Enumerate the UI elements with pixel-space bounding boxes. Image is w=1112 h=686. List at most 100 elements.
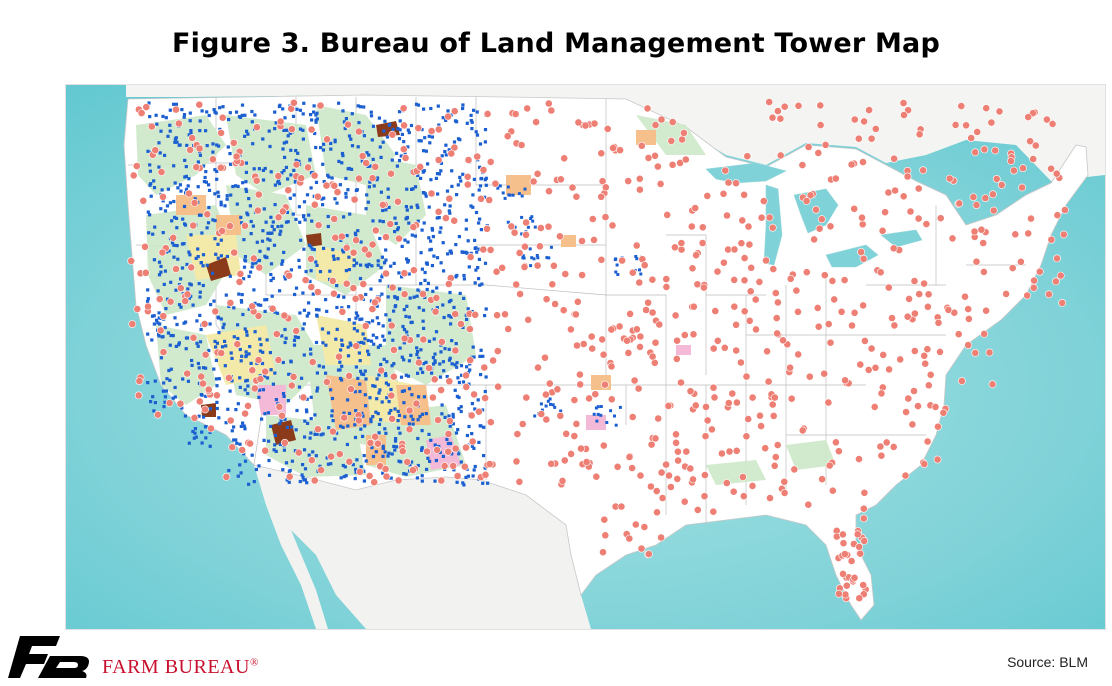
tower-marker (765, 213, 774, 222)
tower-marker (1002, 289, 1010, 298)
tower-marker (419, 290, 427, 298)
tower-marker (445, 194, 454, 203)
blm-site-marker (238, 463, 242, 467)
tower-marker (768, 400, 777, 409)
blm-site-marker (277, 104, 281, 109)
blm-site-marker (211, 150, 215, 154)
blm-site-marker (379, 418, 383, 422)
blm-site-marker (245, 211, 249, 215)
tower-marker (450, 216, 459, 225)
blm-site-marker (286, 399, 290, 403)
tower-marker (840, 276, 849, 284)
blm-site-marker (337, 159, 341, 163)
blm-site-marker (350, 167, 354, 171)
blm-site-marker (280, 171, 284, 175)
blm-site-marker (232, 335, 236, 339)
tower-marker (671, 243, 679, 252)
blm-site-marker (468, 368, 472, 372)
blm-site-marker (204, 180, 208, 184)
tower-marker (634, 384, 643, 393)
blm-site-marker (285, 210, 289, 214)
blm-site-marker (462, 483, 466, 487)
blm-site-marker (356, 104, 360, 108)
blm-site-marker (389, 476, 393, 480)
blm-site-marker (383, 450, 387, 454)
blm-site-marker (420, 479, 424, 483)
blm-site-marker (444, 118, 448, 122)
tower-marker (1047, 164, 1055, 173)
tower-marker (732, 320, 740, 329)
blm-site-marker (312, 104, 316, 108)
blm-site-marker (432, 337, 436, 341)
blm-site-marker (466, 474, 470, 478)
blm-site-marker (481, 408, 485, 412)
blm-site-marker (266, 247, 270, 251)
tower-marker (636, 332, 645, 341)
blm-site-marker (469, 113, 473, 117)
tower-marker (480, 363, 489, 372)
tower-marker (644, 298, 652, 307)
tower-map[interactable] (65, 84, 1106, 630)
tower-marker (724, 178, 733, 187)
blm-site-marker (390, 364, 394, 368)
blm-site-marker (205, 110, 209, 114)
blm-site-marker (344, 191, 348, 196)
tower-marker (400, 334, 409, 343)
tower-marker (389, 372, 398, 381)
blm-site-marker (434, 176, 438, 180)
registered-mark: ® (249, 656, 259, 669)
blm-site-marker (476, 398, 480, 402)
blm-site-marker (217, 416, 221, 420)
tower-marker (306, 254, 315, 263)
blm-site-marker (200, 430, 204, 434)
tower-marker (648, 308, 657, 317)
tower-marker (858, 213, 866, 222)
figure-title: Figure 3. Bureau of Land Management Towe… (172, 28, 940, 59)
blm-site-marker (533, 414, 537, 418)
tower-marker (190, 199, 199, 207)
tower-marker (769, 411, 778, 420)
blm-site-marker (426, 162, 430, 166)
tower-marker (151, 146, 160, 155)
blm-site-marker (246, 384, 250, 388)
blm-site-marker (159, 264, 163, 268)
blm-site-marker (155, 318, 159, 322)
blm-site-marker (217, 331, 221, 335)
tower-marker (856, 360, 865, 369)
blm-site-marker (364, 377, 368, 381)
tower-marker (427, 127, 436, 135)
blm-site-marker (202, 415, 206, 419)
blm-site-marker (592, 412, 596, 416)
tower-marker (203, 210, 212, 219)
blm-site-marker (618, 405, 622, 409)
tower-marker (517, 141, 526, 149)
tower-marker (409, 266, 418, 275)
blm-site-marker (291, 212, 295, 216)
blm-site-marker (220, 345, 225, 349)
tower-marker (601, 213, 610, 221)
blm-site-marker (301, 463, 305, 467)
blm-site-marker (153, 401, 157, 405)
tower-marker (748, 393, 757, 402)
tower-marker (967, 134, 976, 142)
blm-site-marker (415, 203, 419, 207)
tower-marker (329, 289, 338, 298)
tower-marker (934, 422, 942, 431)
blm-site-marker (180, 266, 185, 270)
blm-site-marker (457, 407, 461, 411)
blm-site-marker (326, 214, 330, 219)
tower-marker (172, 265, 180, 273)
tower-marker (924, 290, 933, 299)
tower-marker (248, 302, 257, 311)
blm-site-marker (311, 450, 315, 454)
blm-site-marker (303, 467, 308, 471)
tower-marker (1017, 257, 1025, 266)
tower-marker (816, 101, 825, 110)
tower-marker (839, 530, 847, 539)
blm-site-marker (362, 469, 366, 473)
blm-site-marker (410, 393, 414, 397)
tower-marker (598, 177, 607, 186)
tower-marker (400, 290, 409, 299)
blm-site-marker (416, 103, 421, 107)
blm-site-marker (407, 315, 411, 319)
